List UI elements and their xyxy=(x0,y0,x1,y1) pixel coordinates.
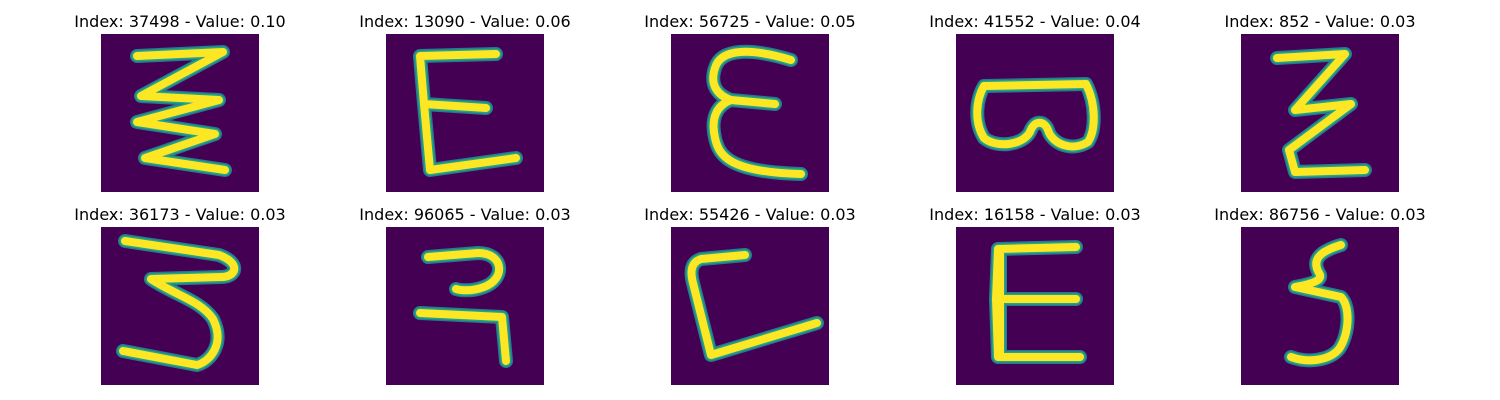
digit-image xyxy=(386,34,544,192)
panel-8: Index: 55426 - Value: 0.03 xyxy=(640,205,860,390)
panel-title: Index: 86756 - Value: 0.03 xyxy=(1214,205,1426,224)
digit-image xyxy=(956,34,1114,192)
digit-image xyxy=(671,227,829,385)
panel-1: Index: 37498 - Value: 0.10 xyxy=(70,12,290,197)
panel-4: Index: 41552 - Value: 0.04 xyxy=(925,12,1145,197)
panel-title: Index: 16158 - Value: 0.03 xyxy=(929,205,1141,224)
digit-image xyxy=(671,34,829,192)
panel-6: Index: 36173 - Value: 0.03 xyxy=(70,205,290,390)
digit-image xyxy=(956,227,1114,385)
panel-7: Index: 96065 - Value: 0.03 xyxy=(355,205,575,390)
digit-image xyxy=(1241,34,1399,192)
panel-title: Index: 37498 - Value: 0.10 xyxy=(74,12,286,31)
panel-title: Index: 36173 - Value: 0.03 xyxy=(74,205,286,224)
panel-3: Index: 56725 - Value: 0.05 xyxy=(640,12,860,197)
panel-title: Index: 13090 - Value: 0.06 xyxy=(359,12,571,31)
digit-image xyxy=(101,227,259,385)
panel-title: Index: 56725 - Value: 0.05 xyxy=(644,12,856,31)
panel-title: Index: 96065 - Value: 0.03 xyxy=(359,205,571,224)
panel-title: Index: 55426 - Value: 0.03 xyxy=(644,205,856,224)
panel-9: Index: 16158 - Value: 0.03 xyxy=(925,205,1145,390)
digit-image xyxy=(101,34,259,192)
panel-10: Index: 86756 - Value: 0.03 xyxy=(1210,205,1430,390)
panel-title: Index: 852 - Value: 0.03 xyxy=(1224,12,1416,31)
panel-5: Index: 852 - Value: 0.03 xyxy=(1210,12,1430,197)
digit-image xyxy=(1241,227,1399,385)
panel-2: Index: 13090 - Value: 0.06 xyxy=(355,12,575,197)
panel-title: Index: 41552 - Value: 0.04 xyxy=(929,12,1141,31)
digit-image xyxy=(386,227,544,385)
